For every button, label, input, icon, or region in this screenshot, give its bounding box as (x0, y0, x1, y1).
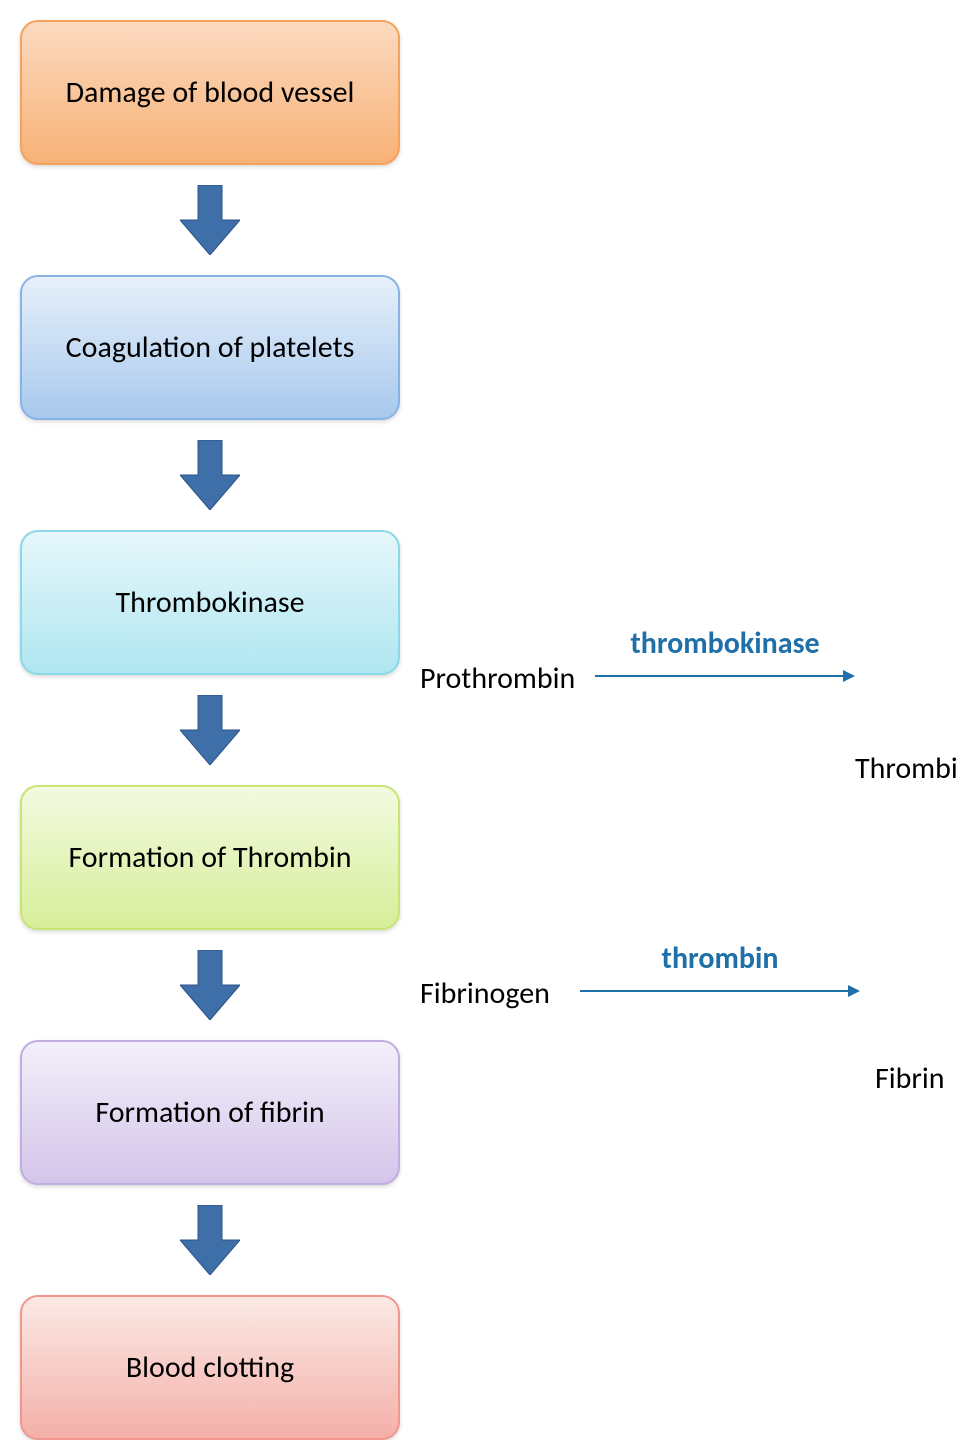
arrow-down-icon (180, 1205, 240, 1275)
node-label: Damage of blood vessel (66, 74, 355, 111)
flowchart-container: Damage of blood vessel Coagulation of pl… (20, 20, 400, 1440)
node-fibrin: Formation of fibrin (20, 1040, 400, 1185)
arrow-down-icon (180, 950, 240, 1020)
node-thrombin: Formation of Thrombin (20, 785, 400, 930)
product-label: Fibrin (875, 1060, 945, 1097)
node-label: Coagulation of platelets (66, 329, 355, 366)
substrate-label: Fibrinogen (420, 975, 550, 1012)
node-label: Formation of fibrin (95, 1094, 324, 1131)
node-clotting: Blood clotting (20, 1295, 400, 1440)
arrow-down-icon (180, 185, 240, 255)
enzyme-label: thrombin (662, 940, 779, 977)
substrate-label: Prothrombin (420, 660, 575, 697)
thin-arrow-icon (580, 979, 860, 1003)
arrow-down-icon (180, 695, 240, 765)
reaction-arrow-group: thrombin (580, 940, 860, 1003)
node-thrombokinase: Thrombokinase (20, 530, 400, 675)
arrow-down-icon (180, 440, 240, 510)
node-label: Formation of Thrombin (68, 839, 351, 876)
thin-arrow-icon (595, 664, 855, 688)
product-label: Thrombin (855, 750, 959, 787)
node-label: Thrombokinase (115, 584, 304, 621)
enzyme-label: thrombokinase (630, 625, 819, 662)
reaction-arrow-group: thrombokinase (595, 625, 855, 688)
reaction-thrombin: Fibrinogen (420, 975, 550, 1012)
node-label: Blood clotting (126, 1349, 294, 1386)
reaction-product: Fibrin (875, 1060, 945, 1097)
reaction-product: Thrombin (855, 750, 959, 787)
node-damage: Damage of blood vessel (20, 20, 400, 165)
reaction-thrombokinase: Prothrombin (420, 660, 575, 697)
node-coagulation: Coagulation of platelets (20, 275, 400, 420)
